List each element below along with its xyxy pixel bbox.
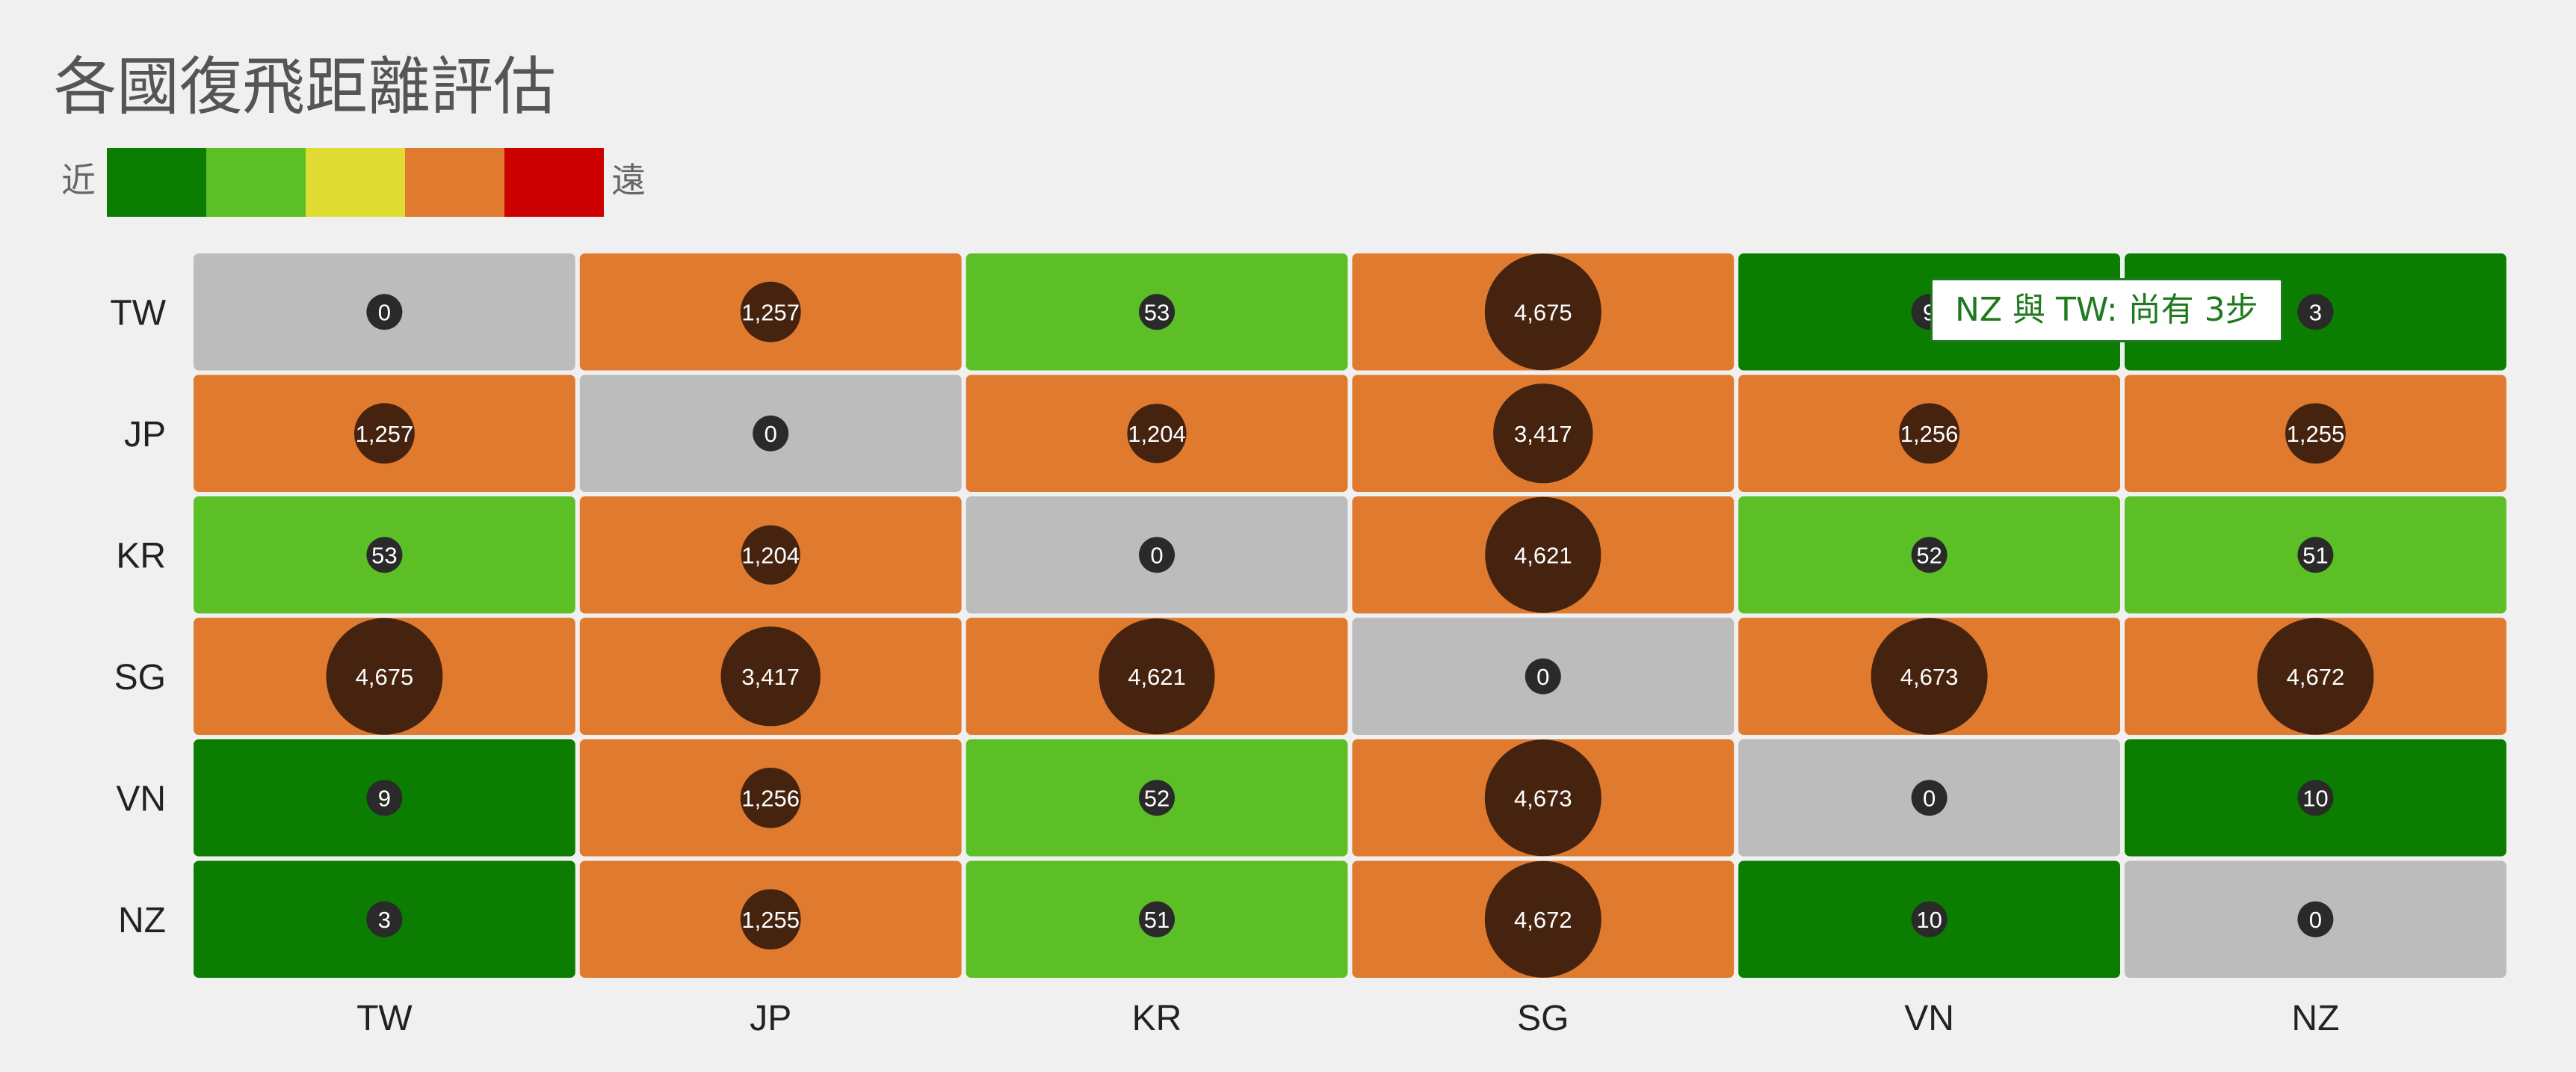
value-bubble: [753, 415, 789, 452]
value-label: 3,417: [741, 664, 800, 690]
value-label: 0: [1150, 542, 1163, 568]
value-bubble: [366, 537, 403, 573]
value-bubble: [1911, 780, 1948, 816]
value-label: 1,255: [741, 907, 800, 933]
value-bubble: [2297, 537, 2334, 573]
value-label: 1,255: [2287, 421, 2345, 447]
column-label-NZ: NZ: [2291, 999, 2339, 1038]
column-label-TW: TW: [356, 999, 413, 1038]
row-label-SG: SG: [114, 658, 166, 697]
value-label: 3,417: [1514, 421, 1572, 447]
value-bubble: [2297, 294, 2334, 330]
value-label: 3: [378, 907, 391, 933]
value-bubble: [1484, 739, 1601, 857]
value-bubble: [326, 617, 443, 735]
value-bubble: [2257, 617, 2374, 735]
value-label: 53: [371, 542, 397, 568]
value-bubble: [740, 767, 801, 828]
color-legend: [107, 148, 604, 217]
value-bubble: [1485, 496, 1601, 613]
value-bubble: [1871, 617, 1988, 735]
value-label: 10: [2302, 785, 2328, 811]
value-bubble: [720, 626, 821, 727]
value-bubble: [741, 525, 800, 585]
value-bubble: [740, 889, 801, 950]
chart-title: 各國復飛距離評估: [54, 50, 556, 123]
column-label-JP: JP: [750, 999, 791, 1038]
legend-near-label: 近: [61, 160, 96, 200]
value-bubble: [1493, 383, 1593, 484]
value-label: 0: [1923, 785, 1936, 811]
value-label: 53: [1144, 299, 1170, 325]
column-labels: TW JP KR SG VN NZ: [356, 999, 2339, 1038]
legend-far-label: 遠: [611, 160, 646, 200]
value-label: 4,675: [356, 664, 414, 690]
column-label-KR: KR: [1132, 999, 1182, 1038]
value-bubble: [2285, 403, 2346, 464]
legend-swatch-3: [405, 148, 504, 217]
value-label: 52: [1916, 542, 1942, 568]
value-label: 1,204: [1128, 421, 1186, 447]
value-bubble: [1127, 404, 1187, 463]
value-label: 4,673: [1514, 785, 1572, 811]
value-label: 3: [2309, 299, 2322, 325]
value-label: 1,257: [741, 299, 800, 325]
value-label: 4,621: [1128, 664, 1186, 690]
value-bubble: [740, 281, 801, 342]
value-bubble: [1139, 294, 1175, 330]
value-label: 0: [765, 421, 777, 447]
column-label-SG: SG: [1517, 999, 1569, 1038]
value-bubble: [1139, 780, 1175, 816]
legend-swatch-4: [504, 148, 604, 217]
value-label: 51: [1144, 907, 1170, 933]
row-label-KR: KR: [116, 536, 166, 576]
value-label: 1,256: [741, 785, 800, 811]
row-label-JP: JP: [124, 415, 166, 455]
heatmap-cells: 0 1,257 53 4,675 9 3 1,257 0 1,204 3,417 1,256 1,25…: [194, 253, 2506, 978]
value-bubble: [1484, 253, 1601, 371]
value-label: 4,673: [1900, 664, 1959, 690]
value-label: 4,621: [1514, 542, 1572, 568]
value-label: 4,675: [1514, 299, 1572, 325]
row-label-TW: TW: [110, 293, 166, 333]
value-bubble: [1525, 658, 1561, 694]
row-labels: TW JP KR SG VN NZ: [110, 293, 166, 940]
value-bubble: [1484, 860, 1601, 978]
value-bubble: [366, 780, 403, 816]
value-label: 51: [2302, 542, 2328, 568]
tooltip: NZ 與 TW: 尚有 3步: [1930, 278, 2283, 342]
value-label: 9: [378, 785, 391, 811]
value-bubble: [1899, 403, 1960, 464]
value-label: 0: [1536, 664, 1549, 690]
value-bubble: [1099, 618, 1215, 735]
value-label: 52: [1144, 785, 1170, 811]
legend-swatch-1: [206, 148, 306, 217]
value-bubble: [1911, 901, 1948, 937]
row-label-NZ: NZ: [118, 901, 166, 940]
value-label: 4,672: [1514, 907, 1572, 933]
value-label: 4,672: [2287, 664, 2345, 690]
value-bubble: [366, 294, 403, 330]
value-label: 1,256: [1900, 421, 1959, 447]
value-label: 10: [1916, 907, 1942, 933]
value-label: 1,257: [356, 421, 414, 447]
value-label: 0: [378, 299, 391, 325]
value-bubble: [1139, 537, 1175, 573]
value-bubble: [353, 403, 415, 464]
value-bubble: [1139, 901, 1175, 937]
row-label-VN: VN: [116, 779, 166, 819]
value-bubble: [2297, 901, 2334, 937]
legend-swatch-0: [107, 148, 206, 217]
value-bubble: [366, 901, 403, 937]
legend-swatch-2: [306, 148, 405, 217]
column-label-VN: VN: [1904, 999, 1954, 1038]
value-bubble: [1911, 537, 1948, 573]
value-bubble: [2297, 780, 2334, 816]
value-label: 0: [2309, 907, 2322, 933]
value-label: 1,204: [741, 542, 800, 568]
